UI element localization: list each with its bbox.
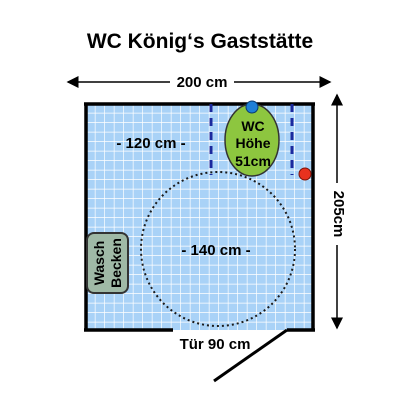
plan-title: WC König‘s Gaststätte <box>86 30 314 53</box>
turning-circle <box>140 171 296 327</box>
door-leaf <box>213 328 288 383</box>
wall-clearance-label: - 120 cm - <box>116 135 185 152</box>
sink-label-line2: Becken <box>108 238 124 288</box>
sink-label-line1: Wasch <box>91 241 107 286</box>
height-label: 205cm <box>330 191 347 238</box>
wc-label-line3: 51cm <box>235 153 271 169</box>
wc-label-line2: Höhe <box>236 135 271 151</box>
width-label: 200 cm <box>177 74 228 91</box>
wash-basin <box>86 232 129 294</box>
width-label-bg <box>170 71 234 91</box>
height-label-bg <box>329 183 347 245</box>
wc-flush-marker <box>245 100 259 114</box>
grab-bars <box>209 104 294 175</box>
call-button-icon <box>298 167 312 181</box>
door-label: Tür 90 cm <box>180 336 251 353</box>
wc-label-line1: WC <box>241 118 264 134</box>
walls <box>84 102 315 332</box>
turning-circle-label: - 140 cm - <box>181 242 250 259</box>
